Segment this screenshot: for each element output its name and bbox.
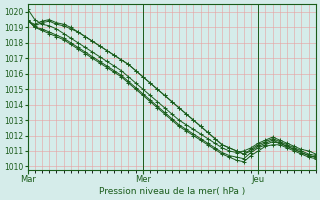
X-axis label: Pression niveau de la mer( hPa ): Pression niveau de la mer( hPa )	[99, 187, 245, 196]
